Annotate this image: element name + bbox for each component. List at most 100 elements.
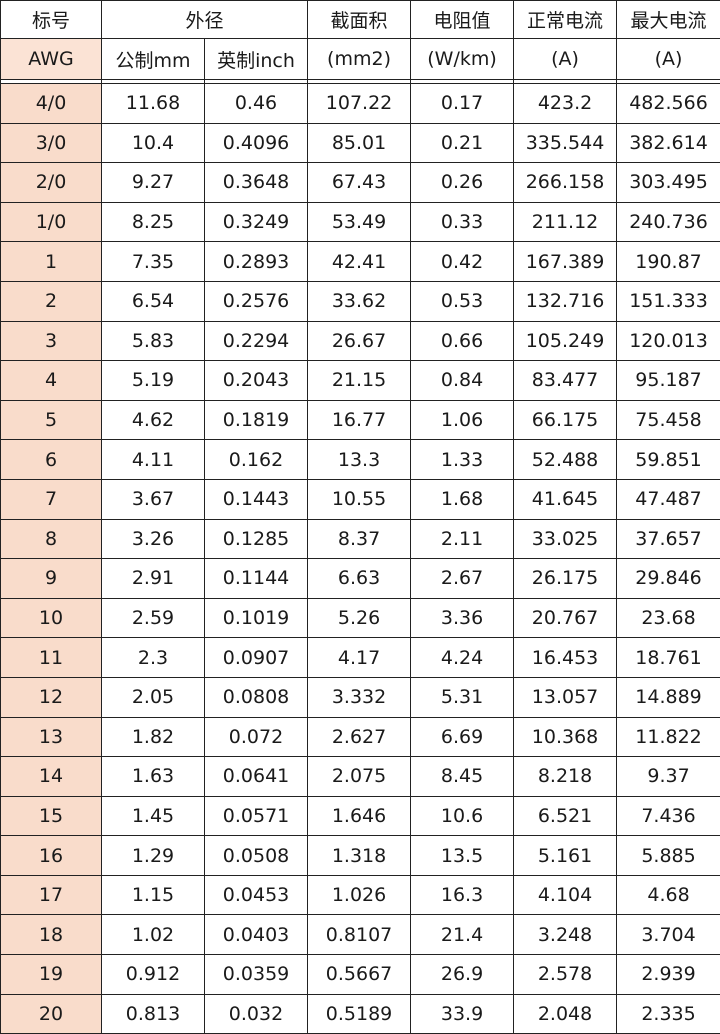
resistance-cell: 8.45 [411, 757, 514, 797]
area-cell: 13.3 [308, 440, 411, 480]
awg-cell: 18 [1, 915, 102, 955]
normal-current-cell: 8.218 [514, 757, 617, 797]
imperial-cell: 0.032 [205, 994, 308, 1034]
metric-cell: 3.26 [102, 519, 205, 559]
awg-cell: 17 [1, 875, 102, 915]
area-cell: 0.5189 [308, 994, 411, 1034]
awg-cell: 4 [1, 361, 102, 401]
resistance-cell: 1.68 [411, 479, 514, 519]
resistance-cell: 26.9 [411, 955, 514, 995]
resistance-cell: 0.33 [411, 202, 514, 242]
area-cell: 21.15 [308, 361, 411, 401]
metric-cell: 3.67 [102, 479, 205, 519]
imperial-cell: 0.1019 [205, 598, 308, 638]
area-cell: 1.026 [308, 875, 411, 915]
area-cell: 1.318 [308, 836, 411, 876]
area-cell: 1.646 [308, 796, 411, 836]
normal-current-cell: 423.2 [514, 84, 617, 124]
awg-cell: 5 [1, 400, 102, 440]
header-normal-current: 正常电流 [514, 1, 617, 39]
awg-cell: 6 [1, 440, 102, 480]
max-current-cell: 7.436 [617, 796, 720, 836]
header-gauge: 标号 [1, 1, 102, 39]
normal-current-cell: 66.175 [514, 400, 617, 440]
metric-cell: 0.912 [102, 955, 205, 995]
metric-cell: 1.29 [102, 836, 205, 876]
resistance-cell: 5.31 [411, 677, 514, 717]
metric-cell: 2.3 [102, 638, 205, 678]
header-row-1: 标号 外径 截面积 电阻值 正常电流 最大电流 [1, 1, 720, 39]
max-current-cell: 4.68 [617, 875, 720, 915]
normal-current-cell: 105.249 [514, 321, 617, 361]
imperial-cell: 0.2294 [205, 321, 308, 361]
header-metric: 公制mm [102, 39, 205, 80]
header-max-unit: (A) [617, 39, 720, 80]
normal-current-cell: 20.767 [514, 598, 617, 638]
normal-current-cell: 10.368 [514, 717, 617, 757]
max-current-cell: 11.822 [617, 717, 720, 757]
normal-current-cell: 13.057 [514, 677, 617, 717]
normal-current-cell: 52.488 [514, 440, 617, 480]
imperial-cell: 0.1819 [205, 400, 308, 440]
normal-current-cell: 83.477 [514, 361, 617, 401]
area-cell: 53.49 [308, 202, 411, 242]
max-current-cell: 18.761 [617, 638, 720, 678]
resistance-cell: 21.4 [411, 915, 514, 955]
awg-cell: 12 [1, 677, 102, 717]
metric-cell: 6.54 [102, 281, 205, 321]
max-current-cell: 23.68 [617, 598, 720, 638]
area-cell: 8.37 [308, 519, 411, 559]
area-cell: 4.17 [308, 638, 411, 678]
awg-cell: 8 [1, 519, 102, 559]
imperial-cell: 0.1285 [205, 519, 308, 559]
header-awg: AWG [1, 39, 102, 80]
area-cell: 107.22 [308, 84, 411, 124]
normal-current-cell: 211.12 [514, 202, 617, 242]
resistance-cell: 4.24 [411, 638, 514, 678]
header-imperial: 英制inch [205, 39, 308, 80]
awg-cell: 10 [1, 598, 102, 638]
metric-cell: 4.62 [102, 400, 205, 440]
awg-cell: 1/0 [1, 202, 102, 242]
resistance-cell: 0.53 [411, 281, 514, 321]
metric-cell: 4.11 [102, 440, 205, 480]
resistance-cell: 16.3 [411, 875, 514, 915]
normal-current-cell: 26.175 [514, 559, 617, 599]
header-row-2: AWG 公制mm 英制inch (mm2) (W/km) (A) (A) [1, 39, 720, 80]
max-current-cell: 120.013 [617, 321, 720, 361]
area-cell: 3.332 [308, 677, 411, 717]
imperial-cell: 0.0571 [205, 796, 308, 836]
awg-cell: 4/0 [1, 84, 102, 124]
normal-current-cell: 3.248 [514, 915, 617, 955]
metric-cell: 1.15 [102, 875, 205, 915]
awg-cell: 3 [1, 321, 102, 361]
awg-cell: 19 [1, 955, 102, 995]
max-current-cell: 75.458 [617, 400, 720, 440]
area-cell: 42.41 [308, 242, 411, 282]
metric-cell: 1.63 [102, 757, 205, 797]
header-outer-diameter: 外径 [102, 1, 308, 39]
max-current-cell: 47.487 [617, 479, 720, 519]
max-current-cell: 382.614 [617, 123, 720, 163]
area-cell: 85.01 [308, 123, 411, 163]
max-current-cell: 482.566 [617, 84, 720, 124]
normal-current-cell: 167.389 [514, 242, 617, 282]
imperial-cell: 0.46 [205, 84, 308, 124]
normal-current-cell: 33.025 [514, 519, 617, 559]
